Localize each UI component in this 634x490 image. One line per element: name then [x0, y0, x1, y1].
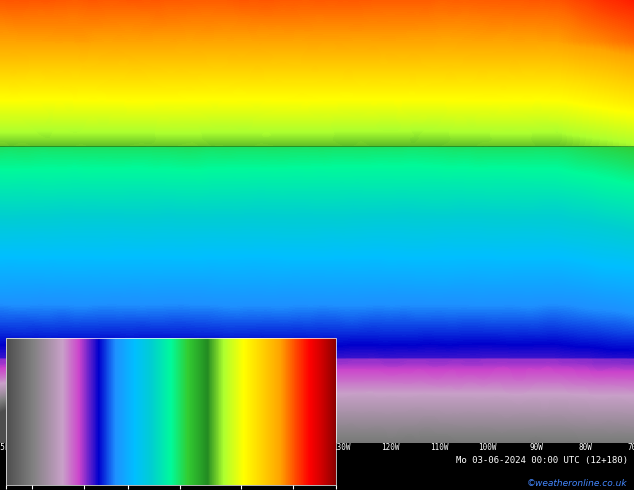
Text: 140W: 140W: [283, 443, 302, 452]
Text: 130W: 130W: [332, 443, 351, 452]
Text: ©weatheronline.co.uk: ©weatheronline.co.uk: [527, 479, 628, 488]
Text: 150W: 150W: [235, 443, 253, 452]
Text: 70W: 70W: [627, 443, 634, 452]
Text: Mo 03-06-2024 00:00 UTC (12+180): Mo 03-06-2024 00:00 UTC (12+180): [456, 457, 628, 465]
Text: 120W: 120W: [381, 443, 399, 452]
Text: 110W: 110W: [430, 443, 448, 452]
Text: 160W: 160W: [186, 443, 204, 452]
Text: 165E: 165E: [0, 443, 10, 452]
Text: 100W: 100W: [479, 443, 497, 452]
Text: 180: 180: [91, 443, 105, 452]
Text: 170E: 170E: [39, 443, 58, 452]
Text: 90W: 90W: [529, 443, 543, 452]
Text: 170W: 170W: [137, 443, 155, 452]
Text: Temperature (2m) [°C] ECMWF: Temperature (2m) [°C] ECMWF: [6, 457, 152, 465]
Text: 80W: 80W: [578, 443, 592, 452]
